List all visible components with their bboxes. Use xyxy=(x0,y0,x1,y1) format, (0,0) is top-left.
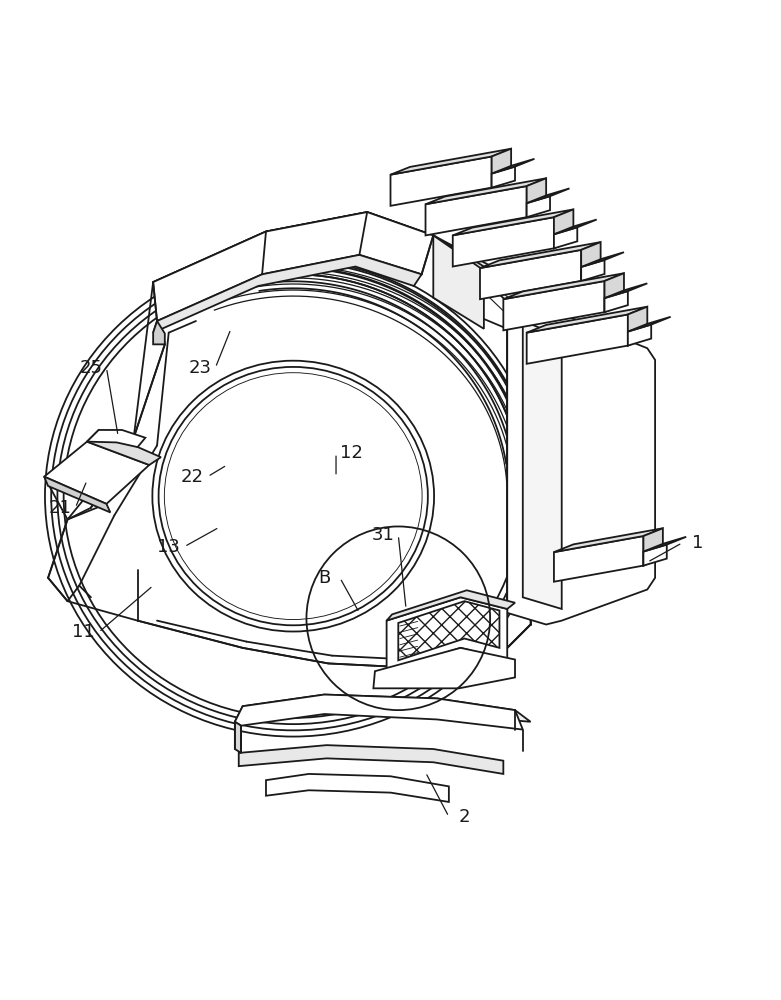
Polygon shape xyxy=(526,307,647,333)
Polygon shape xyxy=(503,273,624,299)
Polygon shape xyxy=(492,149,511,188)
Text: 11: 11 xyxy=(72,623,95,641)
Polygon shape xyxy=(526,178,546,217)
Polygon shape xyxy=(554,227,577,248)
Polygon shape xyxy=(581,242,601,281)
Polygon shape xyxy=(87,430,145,447)
Polygon shape xyxy=(153,255,422,333)
Ellipse shape xyxy=(165,373,422,619)
Polygon shape xyxy=(526,188,569,203)
Polygon shape xyxy=(604,283,647,298)
Polygon shape xyxy=(235,695,522,730)
Polygon shape xyxy=(554,528,663,552)
Text: 12: 12 xyxy=(341,444,363,462)
Text: B: B xyxy=(318,569,330,587)
Polygon shape xyxy=(644,528,663,566)
Text: 31: 31 xyxy=(371,526,394,544)
Polygon shape xyxy=(526,196,550,217)
Polygon shape xyxy=(153,321,165,344)
Polygon shape xyxy=(644,545,667,566)
Polygon shape xyxy=(581,252,624,267)
Polygon shape xyxy=(45,442,149,504)
Polygon shape xyxy=(628,325,651,346)
Text: 21: 21 xyxy=(48,499,71,517)
Polygon shape xyxy=(433,235,484,329)
Text: 22: 22 xyxy=(180,468,204,486)
Polygon shape xyxy=(48,212,530,667)
Polygon shape xyxy=(628,307,647,346)
Ellipse shape xyxy=(63,274,522,718)
Polygon shape xyxy=(507,302,655,625)
Text: 2: 2 xyxy=(458,808,470,826)
Polygon shape xyxy=(453,217,554,267)
Polygon shape xyxy=(554,220,597,234)
Polygon shape xyxy=(503,281,604,330)
Polygon shape xyxy=(644,537,686,552)
Text: 1: 1 xyxy=(692,534,704,552)
Text: 25: 25 xyxy=(80,359,102,377)
Polygon shape xyxy=(628,317,671,332)
Polygon shape xyxy=(373,648,515,688)
Ellipse shape xyxy=(165,373,422,619)
Polygon shape xyxy=(426,178,546,204)
Polygon shape xyxy=(390,149,511,175)
Polygon shape xyxy=(492,159,534,174)
Polygon shape xyxy=(554,536,644,582)
Polygon shape xyxy=(87,430,161,465)
Polygon shape xyxy=(153,212,433,321)
Text: 13: 13 xyxy=(157,538,180,556)
Polygon shape xyxy=(153,212,507,344)
Polygon shape xyxy=(239,745,503,774)
Polygon shape xyxy=(235,722,241,753)
Polygon shape xyxy=(235,695,530,722)
Polygon shape xyxy=(604,291,628,312)
Polygon shape xyxy=(387,597,507,671)
Polygon shape xyxy=(390,156,492,206)
Polygon shape xyxy=(266,774,449,802)
Polygon shape xyxy=(480,250,581,299)
Polygon shape xyxy=(45,477,110,512)
Polygon shape xyxy=(433,235,554,321)
Polygon shape xyxy=(453,209,573,235)
Polygon shape xyxy=(387,590,515,621)
Polygon shape xyxy=(426,186,526,235)
Polygon shape xyxy=(492,167,515,188)
Text: 23: 23 xyxy=(188,359,212,377)
Polygon shape xyxy=(526,314,628,364)
Polygon shape xyxy=(581,260,604,281)
Polygon shape xyxy=(604,273,624,312)
Polygon shape xyxy=(554,209,573,248)
Polygon shape xyxy=(480,242,601,268)
Polygon shape xyxy=(522,321,562,609)
